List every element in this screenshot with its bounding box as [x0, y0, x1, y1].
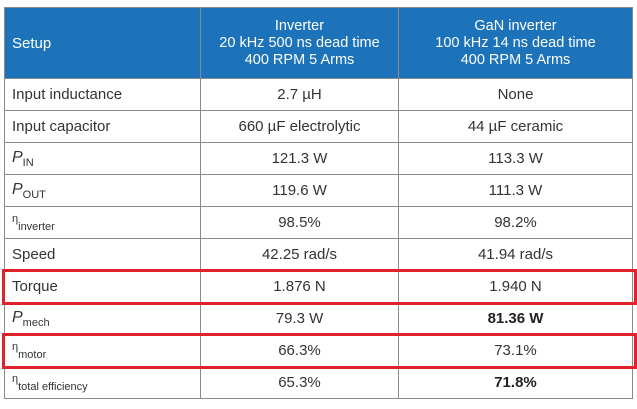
table-row: Torque 1.876 N 1.940 N — [4, 270, 633, 303]
row-label: Speed — [4, 238, 201, 271]
symbol: P — [12, 180, 23, 198]
header-line: GaN inverter — [474, 17, 557, 34]
cell-inverter: 1.876 N — [200, 270, 399, 303]
cell-gan: 98.2% — [398, 206, 633, 239]
cell-inverter: 42.25 rad/s — [200, 238, 399, 271]
row-label: ηmotor — [4, 334, 201, 367]
header-line: Inverter — [274, 17, 325, 34]
cell-gan: 1.940 N — [398, 270, 633, 303]
table-row: Input inductance 2.7 µH None — [4, 78, 633, 111]
symbol: η — [12, 340, 19, 353]
table-row: Pmech 79.3 W 81.36 W — [4, 302, 633, 335]
subscript: mech — [22, 316, 50, 329]
cell-gan: 73.1% — [398, 334, 633, 367]
symbol: P — [12, 308, 23, 326]
row-label: Pmech — [4, 302, 201, 335]
header-line: 100 kHz 14 ns dead time — [435, 34, 596, 51]
row-label: POUT — [4, 174, 201, 207]
cell-inverter: 660 µF electrolytic — [200, 110, 399, 143]
cell-inverter: 119.6 W — [200, 174, 399, 207]
header-line: 400 RPM 5 Arms — [244, 51, 355, 68]
table-row: Speed 42.25 rad/s 41.94 rad/s — [4, 238, 633, 271]
table-row: PIN 121.3 W 113.3 W — [4, 142, 633, 175]
subscript: total efficiency — [18, 380, 88, 393]
comparison-table: Setup Inverter 20 kHz 500 ns dead time 400… — [4, 7, 633, 399]
table-row: Input capacitor 660 µF electrolytic 44 µ… — [4, 110, 633, 143]
row-label: Input capacitor — [4, 110, 201, 143]
row-label: ηinverter — [4, 206, 201, 239]
cell-inverter: 79.3 W — [200, 302, 399, 335]
cell-gan: 71.8% — [398, 366, 633, 399]
header-gan-inverter: GaN inverter 100 kHz 14 ns dead time 400 R… — [398, 7, 633, 79]
table-row: POUT 119.6 W 111.3 W — [4, 174, 633, 207]
row-label: PIN — [4, 142, 201, 175]
cell-gan: 113.3 W — [398, 142, 633, 175]
table-row: ηmotor 66.3% 73.1% — [4, 334, 633, 367]
header-line: 400 RPM 5 Arms — [460, 51, 571, 68]
cell-gan: 41.94 rad/s — [398, 238, 633, 271]
header-line: 20 kHz 500 ns dead time — [219, 34, 380, 51]
subscript: IN — [22, 156, 34, 169]
table-row: ηtotal efficiency 65.3% 71.8% — [4, 366, 633, 399]
cell-inverter: 2.7 µH — [200, 78, 399, 111]
symbol: P — [12, 148, 23, 166]
header-inverter: Inverter 20 kHz 500 ns dead time 400 RPM 5… — [200, 7, 399, 79]
cell-gan: 44 µF ceramic — [398, 110, 633, 143]
cell-inverter: 66.3% — [200, 334, 399, 367]
header-row: Setup Inverter 20 kHz 500 ns dead time 400… — [4, 7, 633, 79]
row-label: Input inductance — [4, 78, 201, 111]
cell-inverter: 98.5% — [200, 206, 399, 239]
cell-gan: 111.3 W — [398, 174, 633, 207]
subscript: OUT — [22, 188, 46, 201]
row-label: Torque — [4, 270, 201, 303]
header-setup: Setup — [4, 7, 201, 79]
cell-inverter: 121.3 W — [200, 142, 399, 175]
symbol: η — [12, 372, 19, 385]
subscript: motor — [18, 348, 47, 361]
symbol: η — [12, 212, 19, 225]
row-label: ηtotal efficiency — [4, 366, 201, 399]
cell-gan: None — [398, 78, 633, 111]
cell-gan: 81.36 W — [398, 302, 633, 335]
subscript: inverter — [18, 220, 55, 233]
cell-inverter: 65.3% — [200, 366, 399, 399]
table-row: ηinverter 98.5% 98.2% — [4, 206, 633, 239]
